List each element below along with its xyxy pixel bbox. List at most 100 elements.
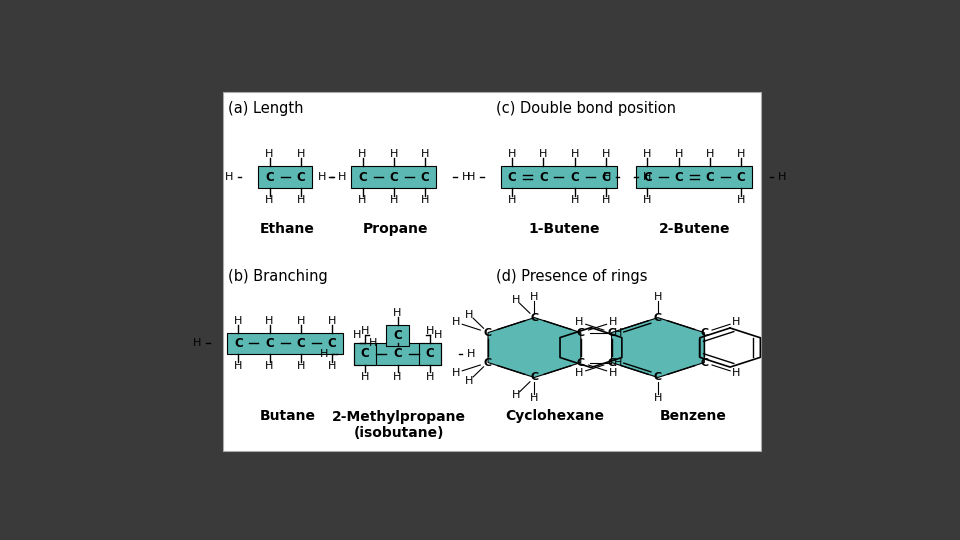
Polygon shape [612,318,705,377]
Text: H: H [320,349,328,359]
Bar [501,166,617,188]
Text: C: C [297,171,305,184]
Text: H: H [613,357,622,368]
Text: H: H [462,172,470,182]
Bar [386,335,409,343]
Text: H: H [602,149,610,159]
Text: H: H [394,308,401,318]
Text: C: C [327,337,336,350]
Text: H: H [643,149,652,159]
Text: H: H [602,172,611,182]
Text: C: C [539,171,548,184]
Text: H: H [234,361,243,372]
Text: H: H [420,195,429,205]
Text: H: H [451,317,460,327]
Text: C: C [508,171,516,184]
Text: 1-Butene: 1-Butene [528,222,600,236]
Text: Ethane: Ethane [260,222,315,236]
Text: (b) Branching: (b) Branching [228,269,327,285]
Text: C: C [420,171,429,184]
Text: H: H [466,309,473,320]
Text: H: H [602,195,610,205]
Text: H: H [420,149,429,159]
Bar [386,325,409,346]
Text: H: H [390,195,398,205]
Text: Propane: Propane [363,222,428,236]
Polygon shape [488,318,581,377]
Text: H: H [508,195,516,205]
Text: C: C [608,328,615,338]
Bar [636,166,753,188]
Text: H: H [575,368,584,378]
Text: H: H [512,295,520,305]
Text: (d) Presence of rings: (d) Presence of rings [495,269,647,285]
Text: C: C [265,171,274,184]
Text: H: H [193,339,202,348]
Text: C: C [394,347,402,360]
Text: H: H [265,149,274,159]
Text: H: H [508,149,516,159]
Text: C: C [530,313,539,322]
Text: C: C [358,171,367,184]
Text: H: H [361,372,369,382]
Text: (c) Double bond position: (c) Double bond position [495,101,676,116]
Text: H: H [297,361,305,372]
Text: H: H [265,361,274,372]
Text: H: H [467,349,475,359]
Text: H: H [570,149,579,159]
Text: H: H [613,328,622,338]
Text: C: C [577,328,585,338]
Text: H: H [778,172,786,182]
Text: C: C [484,357,492,368]
Text: H: H [706,149,714,159]
Text: H: H [225,172,233,182]
Text: H: H [512,390,520,401]
Text: H: H [737,195,745,205]
Text: 2-Butene: 2-Butene [659,222,731,236]
Text: C: C [390,171,398,184]
Text: H: H [426,326,435,336]
Text: C: C [570,171,579,184]
Text: H: H [530,292,539,302]
Bar [228,333,344,354]
Text: C: C [297,337,305,350]
Text: H: H [390,149,398,159]
Text: H: H [434,330,443,341]
Text: H: H [234,315,243,326]
Text: H: H [675,149,683,159]
Text: C: C [654,313,662,322]
Text: C: C [577,357,585,368]
Text: H: H [426,372,435,382]
Text: C: C [484,328,492,338]
Text: H: H [338,172,346,182]
Text: H: H [609,368,617,378]
Text: Benzene: Benzene [660,409,727,423]
Text: C: C [394,329,402,342]
Text: H: H [297,149,305,159]
Text: C: C [643,171,652,184]
Bar [353,343,376,364]
Text: H: H [540,149,547,159]
Text: C: C [700,357,708,368]
Text: H: H [737,149,745,159]
Text: H: H [297,315,305,326]
Text: H: H [358,149,367,159]
Text: Butane: Butane [259,409,316,423]
Text: H: H [467,172,475,182]
Text: H: H [732,317,741,327]
Text: H: H [609,317,617,327]
Bar [223,92,761,451]
Text: H: H [570,195,579,205]
Text: C: C [700,328,708,338]
Text: H: H [361,326,369,336]
Text: H: H [451,368,460,378]
Text: H: H [352,330,361,341]
Text: H: H [642,172,651,182]
Text: C: C [360,347,370,360]
Text: H: H [575,317,584,327]
Bar [258,166,312,188]
Bar [351,166,436,188]
Bar [420,343,442,364]
Text: H: H [265,195,274,205]
Text: H: H [328,361,336,372]
